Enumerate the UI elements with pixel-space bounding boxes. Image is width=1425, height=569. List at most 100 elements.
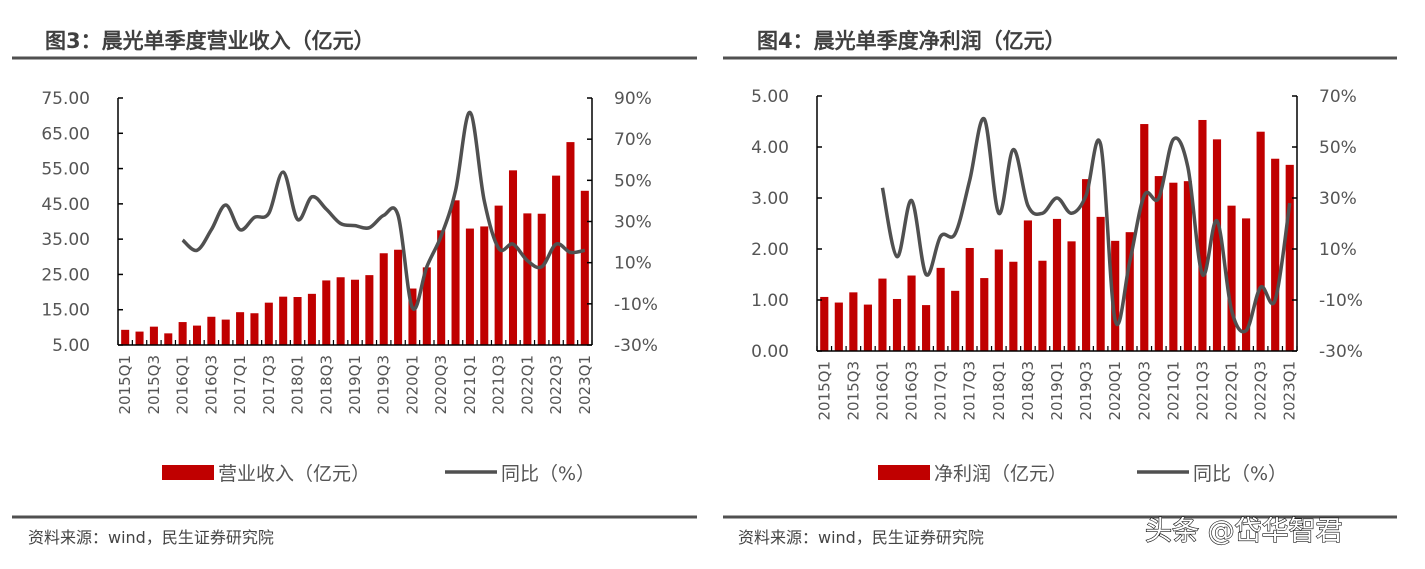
bar — [293, 297, 302, 345]
bar — [379, 253, 388, 345]
net-profit-chart: 图4：晨光单季度净利润（亿元） 资料来源：wind，民生证券研究院 0.00 1.… — [723, 29, 1397, 547]
x-tick-label: 2021Q1 — [1164, 361, 1182, 421]
left-tick-label: 75.00 — [41, 89, 90, 109]
bar — [1111, 240, 1120, 351]
legend-bar-label: 营业收入（亿元） — [218, 463, 370, 485]
bar — [149, 326, 158, 345]
bar — [820, 296, 829, 351]
left-tick-label: 15.00 — [41, 301, 90, 321]
legend-bar-swatch — [162, 465, 214, 480]
bar — [1154, 176, 1163, 351]
bar — [508, 170, 518, 345]
bar — [1227, 205, 1236, 351]
x-tick-label: 2021Q1 — [461, 355, 479, 415]
bar — [552, 175, 561, 345]
x-tick-label: 2021Q3 — [1193, 361, 1211, 421]
x-tick-label: 2019Q3 — [375, 355, 393, 415]
left-tick-label: 1.00 — [751, 291, 789, 311]
legend-line-label: 同比（%） — [501, 463, 595, 485]
bar — [1052, 218, 1062, 351]
bar — [951, 290, 960, 351]
bar — [192, 325, 202, 345]
left-tick-label: 65.00 — [41, 124, 90, 144]
x-tick-label: 2022Q3 — [547, 355, 565, 415]
x-tick-label: 2015Q3 — [844, 361, 862, 421]
right-tick-label: -10% — [614, 295, 658, 315]
bar — [936, 267, 945, 351]
bar — [135, 331, 144, 345]
bar — [1183, 181, 1192, 351]
bar — [236, 312, 245, 345]
right-tick-label: -30% — [1319, 342, 1363, 362]
yoy-line — [880, 117, 1292, 334]
left-tick-label: 0.00 — [751, 342, 789, 362]
bar — [1082, 179, 1091, 351]
legend-bar-swatch — [878, 465, 930, 480]
left-tick-label: 4.00 — [751, 138, 789, 158]
bar — [279, 296, 288, 345]
bar — [1271, 158, 1280, 351]
x-tick-label: 2019Q3 — [1077, 361, 1095, 421]
bar — [1140, 124, 1149, 351]
x-tick-label: 2015Q3 — [145, 355, 163, 415]
bar — [1009, 261, 1018, 351]
bar — [264, 302, 273, 345]
bar — [580, 190, 589, 345]
right-tick-label: 10% — [1319, 240, 1357, 260]
bar — [422, 267, 431, 345]
x-tick-label: 2018Q3 — [1019, 361, 1037, 421]
bar — [1169, 182, 1178, 351]
bar — [164, 333, 173, 345]
bar — [980, 278, 989, 351]
bar — [1256, 131, 1265, 351]
bar — [537, 213, 546, 345]
bar — [350, 279, 360, 345]
bar — [408, 288, 417, 345]
bar — [322, 280, 331, 345]
left-tick-label: 5.00 — [751, 87, 789, 107]
left-tick-label: 2.00 — [751, 240, 789, 260]
bar — [566, 142, 575, 345]
revenue-chart: 图3：晨光单季度营业收入（亿元） 资料来源：wind，民生证券研究院 5.00 1… — [12, 29, 697, 547]
x-tick-label: 2020Q1 — [1106, 361, 1124, 421]
bar — [1096, 216, 1105, 351]
x-tick-label: 2017Q1 — [231, 355, 249, 415]
bar — [178, 322, 187, 345]
bar — [465, 228, 474, 345]
right-tick-label: 90% — [614, 89, 652, 109]
x-tick-label: 2020Q3 — [1135, 361, 1153, 421]
x-tick-label: 2022Q3 — [1252, 361, 1270, 421]
x-tick-label: 2017Q1 — [932, 361, 950, 421]
bar — [307, 293, 316, 345]
chart-source: 资料来源：wind，民生证券研究院 — [738, 528, 984, 547]
bar — [121, 329, 130, 345]
left-tick-label: 55.00 — [41, 160, 90, 180]
x-tick-label: 2020Q1 — [403, 355, 421, 415]
right-tick-label: 70% — [1319, 87, 1357, 107]
left-tick-label: 3.00 — [751, 189, 789, 209]
left-tick-label: 35.00 — [41, 230, 90, 250]
bar — [207, 316, 216, 345]
x-tick-label: 2015Q1 — [815, 361, 833, 421]
chart-title: 图4：晨光单季度净利润（亿元） — [757, 29, 1066, 53]
x-tick-label: 2018Q1 — [990, 361, 1008, 421]
right-tick-label: 50% — [614, 171, 652, 191]
bar — [834, 302, 843, 351]
bar — [1038, 260, 1047, 351]
left-tick-label: 25.00 — [41, 265, 90, 285]
right-tick-label: 30% — [1319, 189, 1357, 209]
legend-bar-label: 净利润（亿元） — [934, 463, 1067, 485]
bar — [849, 292, 858, 351]
bar — [1285, 164, 1294, 351]
legend-line-label: 同比（%） — [1193, 463, 1287, 485]
x-tick-label: 2016Q1 — [174, 355, 192, 415]
x-tick-label: 2019Q1 — [346, 355, 364, 415]
right-tick-label: -30% — [614, 336, 658, 356]
x-tick-label: 2020Q3 — [432, 355, 450, 415]
x-tick-label: 2021Q3 — [490, 355, 508, 415]
watermark: 头条 @岱华智君 — [1145, 516, 1343, 547]
x-tick-label: 2019Q1 — [1048, 361, 1066, 421]
left-tick-label: 45.00 — [41, 195, 90, 215]
bar — [892, 298, 902, 351]
